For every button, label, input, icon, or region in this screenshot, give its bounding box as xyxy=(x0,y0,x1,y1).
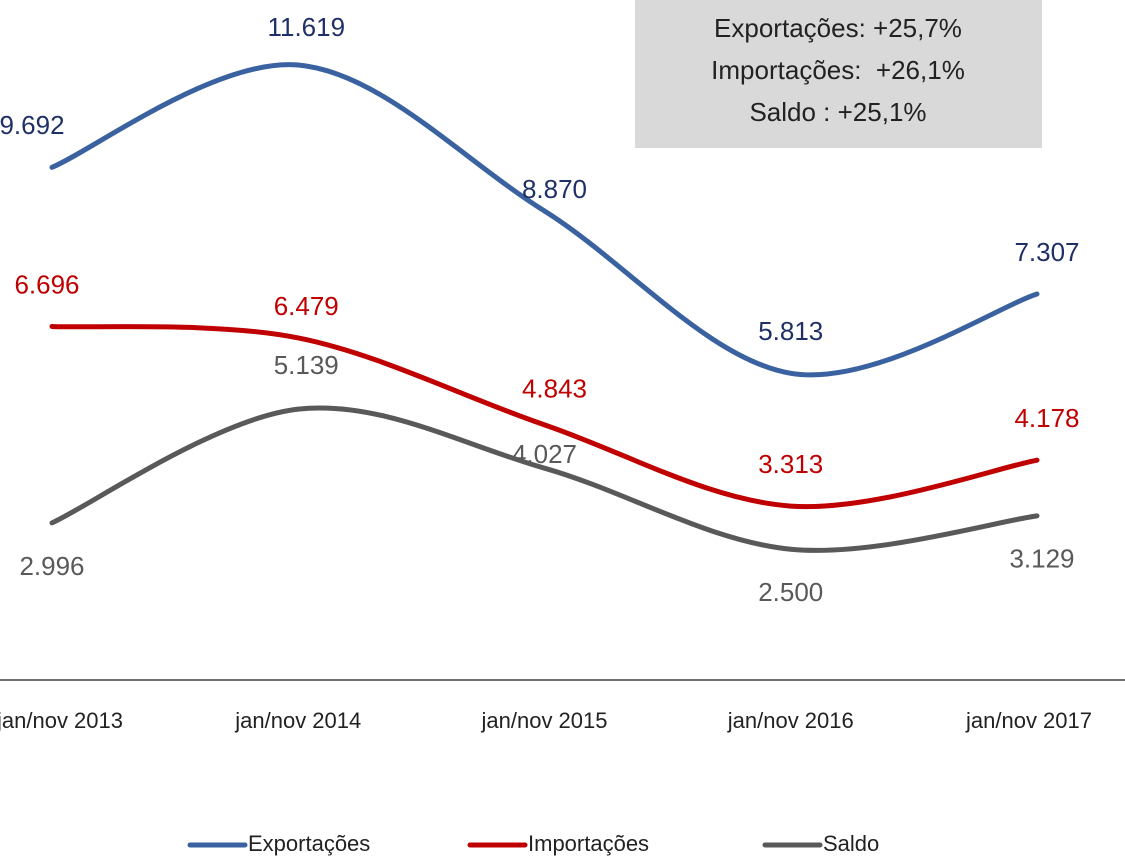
data-label: 4.178 xyxy=(1014,403,1079,433)
annotation: Exportações: +25,7% xyxy=(714,13,962,43)
data-label: 3.129 xyxy=(1009,544,1074,574)
series-line xyxy=(49,62,1040,378)
annotation: Importações: +26,1% xyxy=(711,55,965,85)
x-tick-label: jan/nov 2015 xyxy=(481,708,608,733)
data-label: 11.619 xyxy=(267,12,345,42)
data-label: 5.813 xyxy=(758,316,823,346)
annotation: Saldo : +25,1% xyxy=(749,97,926,127)
x-tick-label: jan/nov 2014 xyxy=(234,708,361,733)
data-label: 8.870 xyxy=(522,174,587,204)
data-label: 6.696 xyxy=(14,269,79,299)
data-label: 3.313 xyxy=(758,449,823,479)
data-label: 9.692 xyxy=(0,110,65,140)
data-label: 6.479 xyxy=(274,291,339,321)
legend-label: Importações xyxy=(528,831,649,856)
legend-label: Saldo xyxy=(823,831,879,856)
x-tick-label: jan/nov 2016 xyxy=(727,708,854,733)
data-label: 4.843 xyxy=(522,374,587,404)
legend-label: Exportações xyxy=(248,831,370,856)
x-tick-label: jan/nov 2017 xyxy=(965,708,1092,733)
data-label: 2.996 xyxy=(19,551,84,581)
annotation-box xyxy=(635,0,1042,148)
data-label: 2.500 xyxy=(758,577,823,607)
series-line xyxy=(49,323,1040,510)
x-tick-label: jan/nov 2013 xyxy=(0,708,123,733)
data-label: 5.139 xyxy=(274,350,339,380)
data-label: 4.027 xyxy=(512,439,577,469)
data-label: 7.307 xyxy=(1014,237,1079,267)
series-line xyxy=(49,405,1040,553)
